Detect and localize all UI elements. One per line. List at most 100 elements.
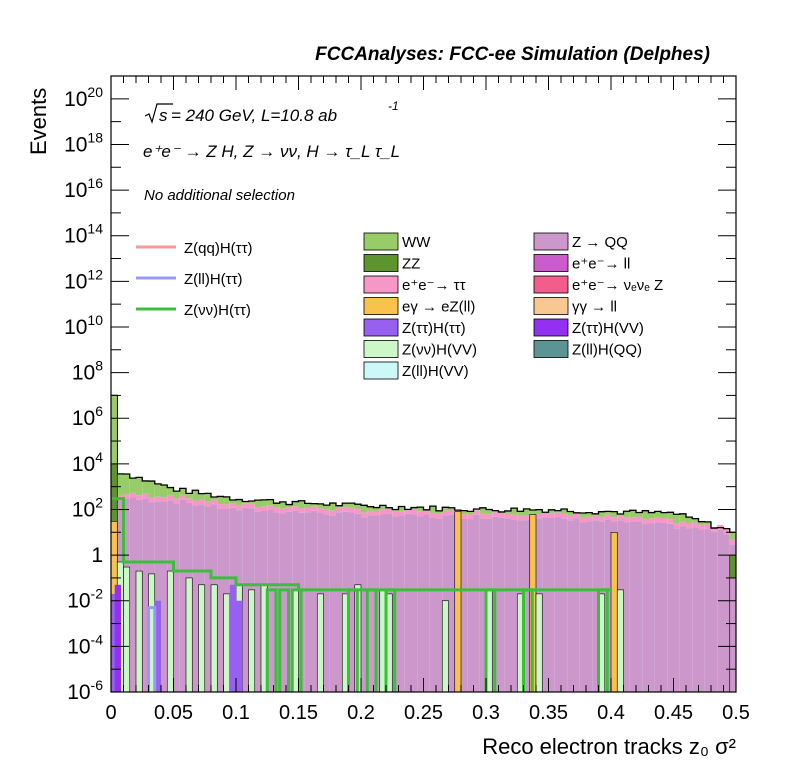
hist-bar-zqq [586, 521, 593, 692]
hist-bar-zqq [311, 510, 318, 692]
hist-bar-eetautau [292, 506, 299, 511]
hist-bar-zqq [129, 497, 136, 692]
legend-bg-label: Z(νν)H(VV) [402, 342, 477, 359]
hist-bar-znnhvv [185, 577, 193, 693]
hist-bar-zqq [648, 523, 655, 692]
hist-bar-ww [411, 507, 418, 510]
hist-bar-zqq [217, 508, 224, 692]
hist-bar-ww [336, 505, 343, 508]
hist-bar-zqq [398, 516, 405, 692]
hist-bar-ww [248, 500, 255, 504]
hist-bar-ww [592, 513, 599, 516]
hist-bar-ww [704, 521, 711, 525]
hist-bar-eetautau [417, 511, 424, 517]
hist-bar-ww [161, 485, 168, 498]
hist-bar-ww [379, 505, 386, 510]
hist-bar-ww [667, 512, 674, 520]
hist-bar-ww [154, 483, 161, 497]
hist-bar-zttht [229, 584, 236, 692]
x-tick-label: 0.4 [597, 702, 625, 724]
hist-bar-eetautau [461, 514, 468, 519]
sqrt-s-label: s [159, 106, 168, 125]
legend-bg-label: e⁺e⁻→ νₑνₑ Z [572, 277, 663, 294]
hist-bar-zqq [448, 514, 455, 692]
legend-bg-label: Z(ττ)H(ττ) [402, 320, 466, 337]
hist-bar-zqq [361, 517, 368, 692]
hist-bar-eetautau [173, 498, 180, 504]
hist-bar-eetautau [148, 497, 155, 503]
hist-bar-zqq [561, 518, 568, 692]
hist-bar-ww [361, 505, 368, 513]
hist-bar-eetautau [629, 517, 636, 522]
hist-bar-ww [448, 507, 455, 511]
hist-bar-ww [692, 518, 699, 523]
legend-background: WW Z → QQ ZZ e⁺e⁻→ ll e⁺e⁻→ ττ e⁺e⁻→ νₑνₑ Z eγ… [363, 232, 663, 380]
hist-bar-eetautau [486, 514, 493, 519]
hist-bar-ww [536, 509, 543, 515]
hist-bar-zqq [636, 521, 643, 692]
hist-bar-eetautau [404, 509, 411, 514]
legend-bg-swatch [533, 340, 569, 358]
hist-bar-ww [148, 481, 155, 498]
hist-bar-zqq [642, 524, 649, 692]
hist-bar-zqq [548, 517, 555, 692]
hist-bar-eetautau [342, 507, 349, 512]
hist-bar-ww [604, 511, 611, 515]
hist-bar-ww [517, 511, 524, 516]
hist-bar-eetautau [286, 507, 293, 512]
legend-bg-swatch [533, 297, 569, 315]
x-tick-label: 0.45 [654, 702, 693, 724]
hist-bar-ww [311, 503, 318, 507]
y-tick-label: 1020 [64, 84, 103, 111]
hist-bar-ww [661, 512, 668, 518]
hist-bar-eetautau [592, 515, 599, 521]
hist-bar-ww [561, 509, 568, 514]
hist-bar-eetautau [479, 513, 486, 519]
hist-bar-eetautau [598, 516, 605, 522]
hist-bar-eetautau [698, 524, 705, 530]
hist-bar-zqq [592, 520, 599, 692]
hist-bar-zqq [267, 509, 274, 692]
hist-bar-zqq [511, 519, 518, 692]
legend-signal-label: Z(qq)H(ττ) [184, 240, 253, 257]
legend-bg-swatch [533, 232, 569, 251]
hist-bar-ww [142, 480, 149, 494]
legend-bg-swatch [533, 275, 569, 294]
hist-bar-zqq [323, 514, 330, 692]
hist-bar-zqq [542, 517, 549, 692]
hist-bar-zqq [679, 526, 686, 692]
hist-bar-ww [636, 512, 643, 517]
hist-bar-ww [686, 517, 693, 524]
signal-line-znn-htautau-spike [265, 588, 278, 692]
hist-bar-eetautau [136, 495, 143, 500]
y-tick-label: 1014 [64, 221, 103, 248]
y-tick-label: 10-4 [67, 631, 103, 658]
hist-bar-eetautau [648, 518, 655, 524]
hist-bar-eetautau [398, 511, 405, 517]
hist-bar-ww [373, 507, 380, 511]
hist-bar-eetautau [661, 517, 668, 523]
hist-bar-eetautau [523, 515, 530, 521]
hist-bar-zqq [279, 513, 286, 692]
legend-bg-label: Z(ll)H(VV) [402, 363, 469, 380]
hist-total-outline [111, 394, 736, 533]
hist-bar-eetautau [642, 519, 649, 525]
hist-bar-ww [117, 473, 124, 496]
hist-bar-ww [529, 509, 536, 516]
hist-bar-eetautau [711, 527, 718, 532]
hist-bar-zqq [629, 521, 636, 692]
hist-bar-zqq [723, 534, 730, 692]
hist-bar-eetautau [236, 505, 243, 511]
hist-bar-eetautau [186, 498, 193, 503]
legend-bg-swatch [363, 361, 399, 380]
hist-bar-zttht [154, 600, 161, 692]
hist-bar-ww [261, 499, 268, 507]
hist-bar-ww [429, 506, 436, 513]
hist-bar-ww [417, 507, 424, 512]
hist-bar-ww [523, 508, 530, 516]
y-tick-label: 1 [91, 544, 103, 567]
legend-bg-swatch [533, 254, 569, 272]
hist-bar-zqq [504, 518, 511, 692]
hist-bar-zqq [254, 511, 261, 692]
hist-bar-ww [273, 503, 280, 508]
